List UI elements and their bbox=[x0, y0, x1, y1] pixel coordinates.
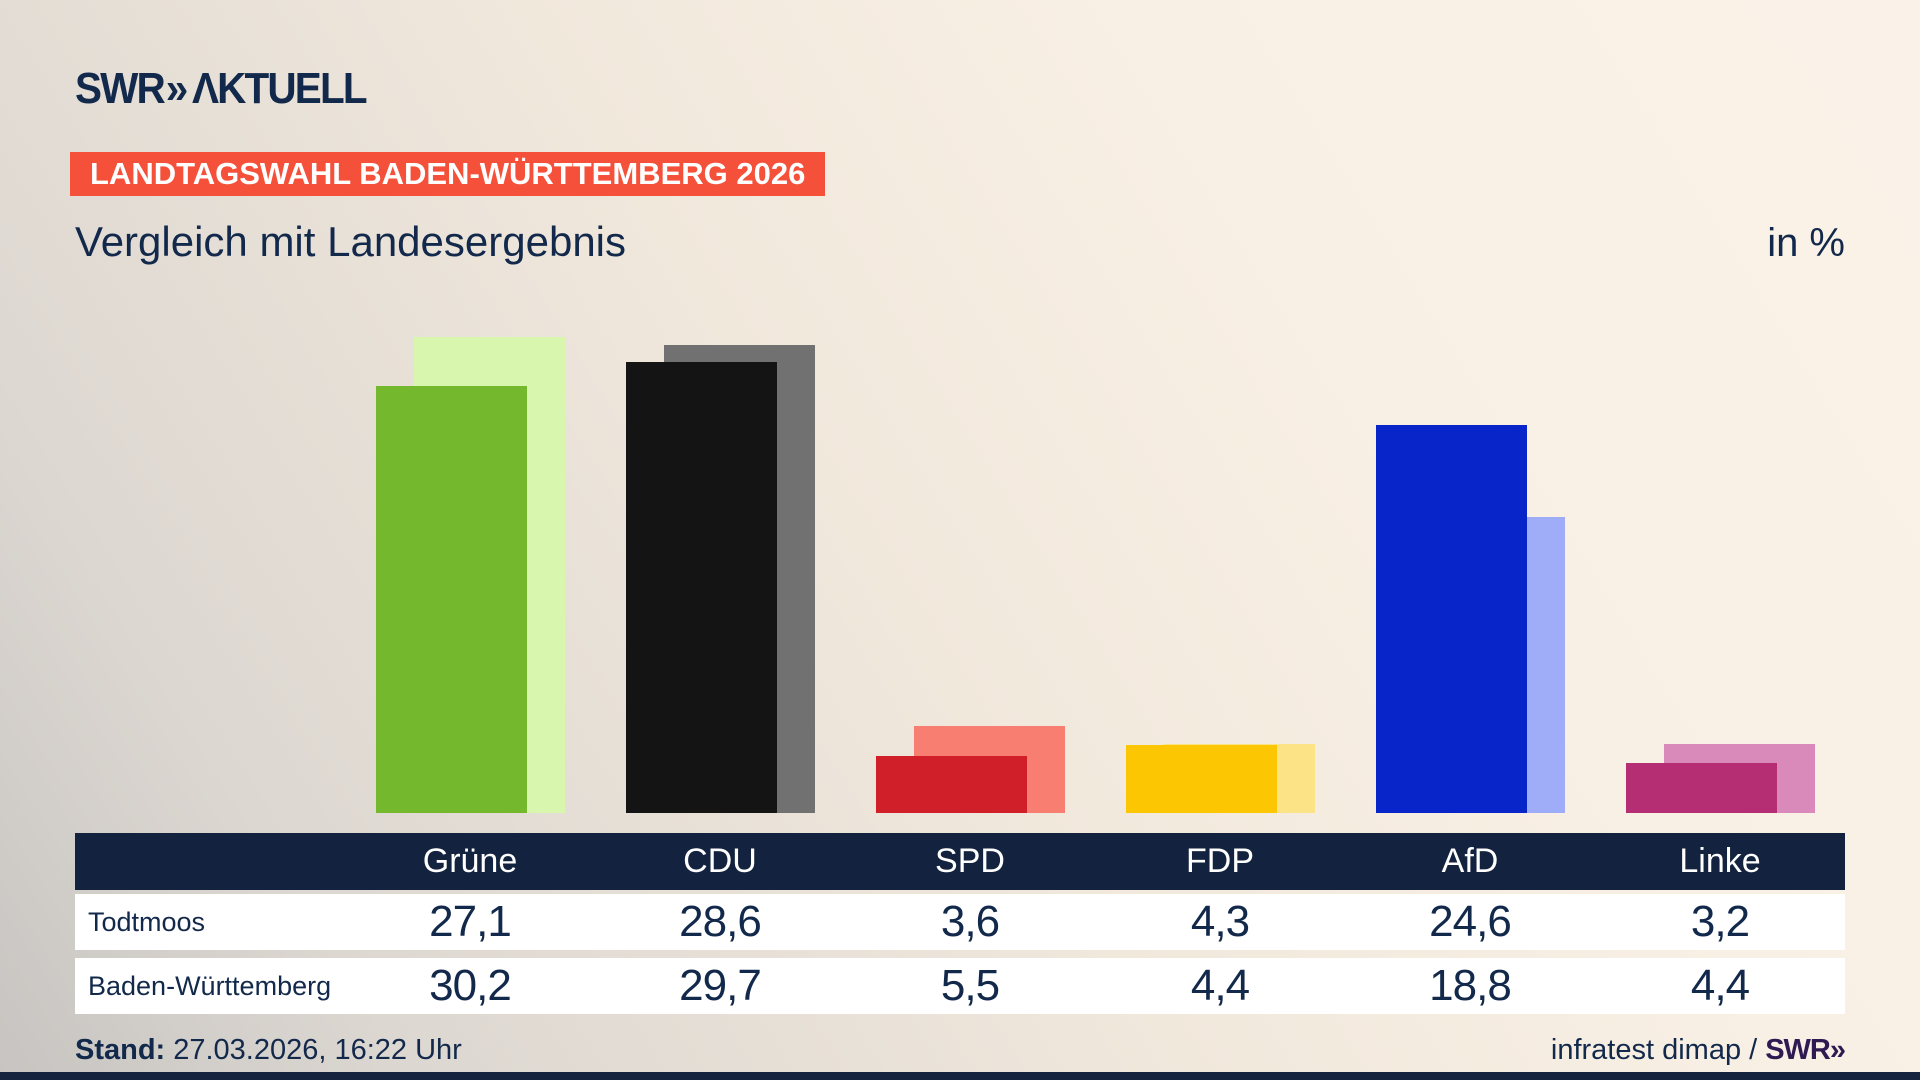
chart-title: Vergleich mit Landesergebnis bbox=[75, 218, 627, 265]
row-label-todtmoos: Todtmoos bbox=[88, 906, 206, 937]
table-header-row: Grüne CDU SPD FDP AfD Linke bbox=[75, 833, 1845, 890]
bar-group-fdp bbox=[1125, 333, 1315, 813]
swr-logo-text: SWR bbox=[75, 64, 166, 113]
bar-spd-todtmoos bbox=[875, 756, 1027, 813]
bar-group-linke bbox=[1625, 333, 1815, 813]
value-bw-gruene: 30,2 bbox=[429, 961, 512, 1010]
value-todtmoos-afd: 24,6 bbox=[1429, 897, 1512, 946]
table-row-baden-wuerttemberg: Baden-Württemberg 30,2 29,7 5,5 4,4 18,8… bbox=[75, 958, 1845, 1014]
chart-column-spd bbox=[845, 333, 1095, 813]
column-header-fdp: FDP bbox=[1186, 842, 1254, 880]
value-todtmoos-spd: 3,6 bbox=[940, 897, 1000, 946]
chart-column-linke bbox=[1595, 333, 1845, 813]
bar-chart bbox=[75, 333, 1845, 813]
bar-cdu-todtmoos bbox=[625, 362, 777, 813]
value-bw-fdp: 4,4 bbox=[1190, 961, 1250, 1010]
bar-gruene-todtmoos bbox=[375, 385, 527, 813]
chart-column-gruene bbox=[345, 333, 595, 813]
bar-group-cdu bbox=[625, 333, 815, 813]
stand-timestamp: Stand: 27.03.2026, 16:22 Uhr bbox=[75, 1034, 462, 1067]
source-credit: infratest dimap / SWR» bbox=[1550, 1034, 1846, 1067]
results-table: Grüne CDU SPD FDP AfD Linke Todtmoos 27,… bbox=[75, 833, 1845, 1014]
bar-afd-todtmoos bbox=[1375, 425, 1527, 813]
table-row-todtmoos: Todtmoos 27,1 28,6 3,6 4,3 24,6 3,2 bbox=[75, 894, 1845, 950]
column-header-gruene: Grüne bbox=[422, 842, 518, 880]
value-todtmoos-gruene: 27,1 bbox=[429, 897, 512, 946]
title-row: Vergleich mit Landesergebnis in % bbox=[75, 218, 1845, 266]
bar-linke-todtmoos bbox=[1625, 762, 1777, 813]
column-header-afd: AfD bbox=[1441, 842, 1499, 880]
value-todtmoos-linke: 3,2 bbox=[1690, 897, 1750, 946]
column-header-linke: Linke bbox=[1679, 842, 1761, 880]
source-text: infratest dimap / bbox=[1550, 1034, 1758, 1066]
value-todtmoos-fdp: 4,3 bbox=[1190, 897, 1250, 946]
chart-spacer bbox=[75, 333, 345, 813]
swr-brand-mark: SWR» bbox=[1765, 1034, 1846, 1066]
aktuell-logo-text: ΛKTUELL bbox=[191, 64, 368, 113]
chart-column-cdu bbox=[595, 333, 845, 813]
value-bw-spd: 5,5 bbox=[940, 961, 1000, 1010]
stand-label: Stand: bbox=[75, 1034, 166, 1066]
value-bw-afd: 18,8 bbox=[1429, 961, 1512, 1010]
swr-aktuell-logo: SWR» ΛKTUELL bbox=[75, 64, 368, 114]
unit-label: in % bbox=[1767, 221, 1845, 265]
footer: Stand: 27.03.2026, 16:22 Uhr infratest di… bbox=[75, 1034, 1846, 1067]
bar-group-gruene bbox=[375, 333, 565, 813]
election-banner: LANDTAGSWAHL BADEN-WÜRTTEMBERG 2026 bbox=[70, 152, 826, 196]
value-todtmoos-cdu: 28,6 bbox=[679, 897, 762, 946]
stand-value: 27.03.2026, 16:22 Uhr bbox=[173, 1034, 462, 1066]
row-label-baden-wuerttemberg: Baden-Württemberg bbox=[88, 970, 332, 1001]
bottom-strip bbox=[0, 1072, 1920, 1080]
bar-group-afd bbox=[1375, 333, 1565, 813]
chart-column-fdp bbox=[1095, 333, 1345, 813]
bar-group-spd bbox=[875, 333, 1065, 813]
chart-column-afd bbox=[1345, 333, 1595, 813]
bar-fdp-todtmoos bbox=[1125, 745, 1277, 813]
value-bw-cdu: 29,7 bbox=[679, 961, 762, 1010]
value-bw-linke: 4,4 bbox=[1690, 961, 1750, 1010]
column-header-spd: SPD bbox=[935, 842, 1005, 880]
column-header-cdu: CDU bbox=[683, 842, 757, 880]
swr-logo-chevrons-icon: » bbox=[165, 64, 189, 113]
